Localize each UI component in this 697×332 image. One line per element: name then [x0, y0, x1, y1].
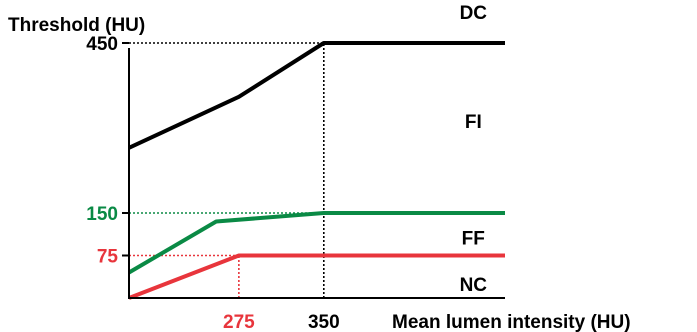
x-axis-title: Mean lumen intensity (HU)	[392, 312, 631, 332]
region-label-dc: DC	[460, 3, 488, 24]
tick-labels: 450 150 75 275 350	[86, 34, 339, 332]
guide-lines	[129, 42, 325, 298]
y-tick-label-450: 450	[86, 34, 118, 55]
region-labels: DC FI FF NC	[460, 3, 488, 296]
region-label-nc: NC	[460, 275, 488, 296]
y-tick-label-75: 75	[97, 247, 119, 268]
x-tick-label-275: 275	[223, 312, 255, 332]
series-line-black	[128, 41, 505, 150]
region-label-fi: FI	[465, 112, 482, 133]
series-line-green	[127, 211, 505, 275]
y-axis-title: Threshold (HU)	[8, 15, 145, 36]
x-tick-label-350: 350	[308, 312, 340, 332]
series-lines	[127, 41, 505, 300]
series-line-red	[128, 253, 505, 300]
y-tick-label-150: 150	[86, 204, 118, 225]
axes	[128, 48, 505, 299]
region-label-ff: FF	[462, 228, 485, 249]
